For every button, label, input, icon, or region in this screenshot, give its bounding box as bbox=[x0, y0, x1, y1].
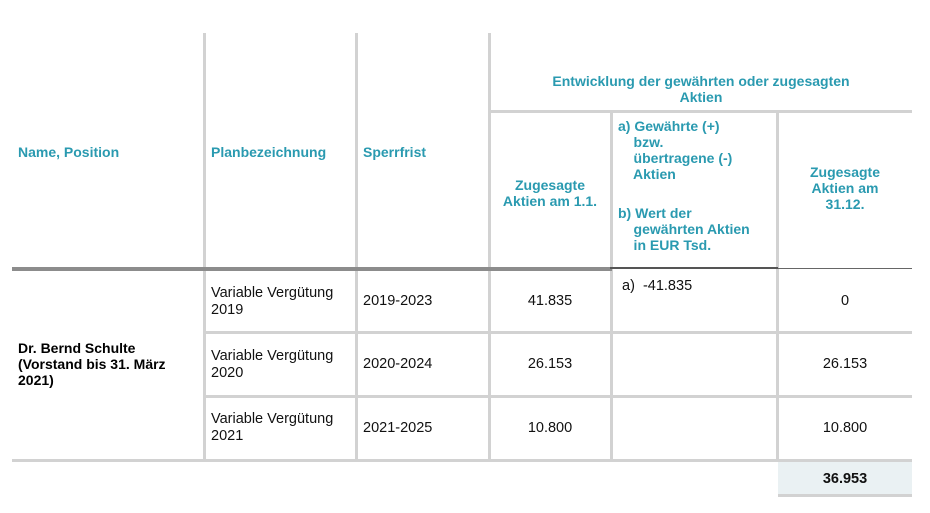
header-rule-main bbox=[12, 267, 612, 271]
header-gewaehrt-b: b) Wert der gewährten Aktien in EUR Tsd. bbox=[618, 205, 750, 253]
total-value: 36.953 bbox=[822, 471, 868, 487]
row-3-start: 10.800 bbox=[527, 420, 573, 436]
header-zugesagt-start: Zugesagte Aktien am 1.1. bbox=[502, 177, 598, 209]
header-entwicklung: Entwicklung der gewährten oder zugesagte… bbox=[552, 73, 850, 105]
row-2-end: 26.153 bbox=[822, 356, 868, 372]
col-divider-1 bbox=[203, 33, 206, 461]
col-divider-2 bbox=[355, 33, 358, 461]
total-background bbox=[778, 462, 912, 494]
person-name-position: Dr. Bernd Schulte (Vorstand bis 31. März… bbox=[18, 340, 166, 388]
row-3-end: 10.800 bbox=[822, 420, 868, 436]
row-1-end: 0 bbox=[840, 293, 850, 309]
header-name-position: Name, Position bbox=[18, 144, 120, 160]
row-1-change: a) -41.835 bbox=[622, 278, 693, 294]
row-divider-2 bbox=[203, 395, 912, 398]
row-2-sperrfrist: 2020-2024 bbox=[363, 356, 433, 372]
col-divider-4 bbox=[610, 112, 613, 461]
total-underline bbox=[778, 494, 912, 497]
col-divider-3 bbox=[488, 33, 491, 461]
col-divider-5 bbox=[776, 112, 779, 461]
row-1-plan: Variable Vergütung 2019 bbox=[211, 285, 334, 318]
header-plan: Planbezeichnung bbox=[211, 144, 327, 160]
row-2-plan: Variable Vergütung 2020 bbox=[211, 348, 334, 381]
row-divider-1 bbox=[203, 331, 912, 334]
header-zugesagt-end: Zugesagte Aktien am 31.12. bbox=[809, 164, 880, 212]
header-subdivider bbox=[488, 110, 912, 113]
row-1-sperrfrist: 2019-2023 bbox=[363, 293, 433, 309]
row-3-sperrfrist: 2021-2025 bbox=[363, 420, 433, 436]
header-rule-sub bbox=[610, 267, 778, 269]
header-gewaehrt-a: a) Gewährte (+) bzw. übertragene (-) Akt… bbox=[618, 118, 733, 182]
row-1-start: 41.835 bbox=[527, 293, 573, 309]
header-rule-end bbox=[778, 268, 912, 269]
row-3-plan: Variable Vergütung 2021 bbox=[211, 411, 334, 444]
row-2-start: 26.153 bbox=[527, 356, 573, 372]
table-bottom-rule bbox=[12, 459, 912, 462]
header-sperrfrist: Sperrfrist bbox=[363, 144, 427, 160]
